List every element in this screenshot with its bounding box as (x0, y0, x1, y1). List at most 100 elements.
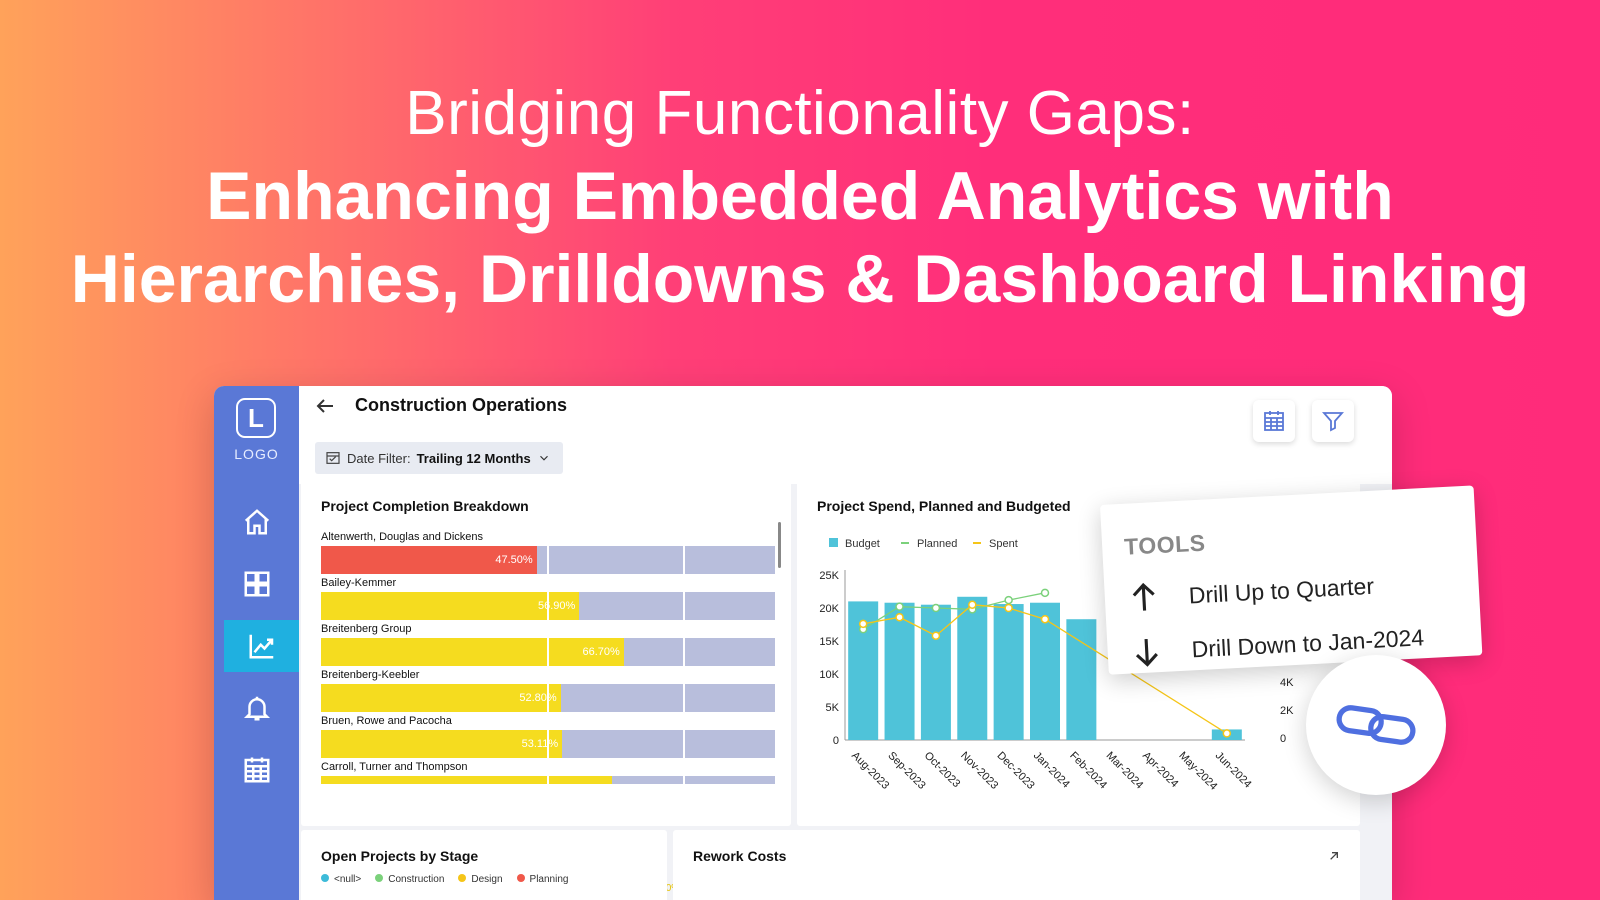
planned-line (862, 592, 1046, 630)
target-line (547, 546, 549, 574)
target-line (547, 638, 549, 666)
completion-bar (321, 592, 580, 620)
dashboard-icon (244, 571, 269, 597)
bell-icon (243, 696, 270, 721)
completion-bar-track: 47.50% (321, 546, 775, 574)
x-tick-label: Nov-2023 (958, 750, 1000, 792)
budget-bar (957, 596, 988, 740)
y-tick-label: 0 (833, 735, 839, 747)
target-line (683, 684, 686, 712)
spent-point (1222, 729, 1232, 738)
completion-bar (321, 776, 612, 784)
completion-row-name: Breitenberg Group (321, 623, 412, 635)
completion-card: Project Completion Breakdown Altenwerth,… (301, 480, 791, 896)
spend-title: Project Spend, Planned and Budgeted (817, 498, 1071, 514)
target-line (683, 638, 686, 666)
completion-bar-track: 56.90% (321, 592, 775, 620)
main-area: Construction Operations Date Filter: Tra… (299, 386, 1392, 900)
sidebar-item-notifications[interactable] (214, 682, 299, 734)
completion-scrollbar[interactable] (778, 522, 781, 568)
right-y-tick-label: 2K (1280, 705, 1294, 717)
completion-row[interactable]: Breitenberg Group 66.70% (321, 622, 775, 666)
rework-title: Rework Costs (693, 848, 787, 864)
stage-legend-item: Construction (375, 874, 444, 885)
completion-bar (321, 638, 624, 666)
page-title: Construction Operations (355, 395, 568, 415)
budget-bar (920, 604, 951, 740)
dashboard-link-button[interactable] (1306, 655, 1446, 795)
completion-bar-track: 52.80% (321, 684, 775, 712)
stage-title: Open Projects by Stage (321, 848, 479, 864)
completion-row[interactable]: Altenwerth, Douglas and Dickens 47.50% (321, 530, 775, 574)
stage-legend-item: Planning (516, 874, 569, 885)
legend-dot (458, 874, 467, 882)
drill-up-label: Drill Up to Quarter (1188, 572, 1375, 608)
spent-point (895, 612, 904, 622)
calendar-button[interactable] (1253, 400, 1295, 442)
legend-label: Planning (529, 874, 569, 885)
sidebar: L LOGO (214, 386, 299, 900)
hero-line-2: Enhancing Embedded Analytics with (206, 158, 1394, 234)
target-line (683, 546, 686, 574)
sidebar-item-analytics[interactable] (224, 620, 299, 672)
y-tick-label: 15K (819, 636, 839, 648)
date-filter-button[interactable]: Date Filter: Trailing 12 Months (315, 442, 563, 474)
back-arrow-icon[interactable] (313, 394, 337, 418)
spent-point (1040, 614, 1050, 624)
stage-legend-item: <null> (321, 874, 361, 885)
stage-card: Open Projects by Stage <null> Constructio… (301, 830, 667, 900)
y-tick-label: 20K (819, 603, 839, 615)
logo-icon: L (236, 398, 276, 438)
completion-row[interactable]: Bailey-Kemmer 56.90% (321, 576, 775, 620)
spend-chart: Budget Planned Spent 0 5K 10K 15K 20K 25K Aug-202… (819, 538, 1294, 793)
spent-point (931, 631, 941, 640)
rework-card: Rework Costs (673, 830, 1360, 900)
hero-line-3: Hierarchies, Drilldowns & Dashboard Link… (70, 241, 1530, 317)
completion-row[interactable]: Bruen, Rowe and Pacocha 53.11% (321, 714, 775, 758)
x-tick-label: Jan-2024 (1031, 750, 1072, 791)
target-line (547, 684, 549, 712)
right-y-tick-label: 0 (1280, 733, 1286, 745)
planned-point (1040, 588, 1050, 598)
x-tick-label: Dec-2023 (995, 750, 1037, 792)
completion-row[interactable]: Carroll, Turner and Thompson (321, 760, 775, 784)
completion-bar (321, 546, 537, 574)
chevron-down-icon (539, 455, 548, 461)
completion-bar-track (321, 776, 775, 784)
drill-down-item[interactable]: Drill Down to Jan-2024 (1129, 620, 1425, 669)
target-line (547, 730, 549, 758)
completion-bar-track: 66.70% (321, 638, 775, 666)
completion-title: Project Completion Breakdown (321, 498, 529, 514)
completion-bar-label: 66.70% (582, 646, 620, 658)
legend-label: Budget (845, 538, 880, 550)
planned-point (1004, 595, 1013, 605)
x-tick-label: May-2024 (1176, 750, 1219, 793)
y-tick-label: 25K (819, 570, 839, 582)
link-icon (1336, 705, 1416, 745)
completion-row[interactable]: Breitenberg-Keebler 52.80% (321, 668, 775, 712)
y-tick-label: 10K (819, 669, 839, 681)
completion-row-name: Breitenberg-Keebler (321, 669, 420, 681)
x-tick-label: Aug-2023 (849, 750, 891, 792)
x-tick-label: Apr-2024 (1140, 750, 1180, 790)
tools-menu: TOOLS Drill Up to Quarter Drill Down to … (1100, 485, 1483, 675)
x-tick-label: Mar-2024 (1104, 750, 1146, 792)
app-window: L LOGO Construction Operations Date Filt… (214, 386, 1392, 900)
drill-up-item[interactable]: Drill Up to Quarter (1126, 569, 1375, 616)
sidebar-item-home[interactable] (214, 496, 299, 548)
target-line (547, 776, 549, 784)
calendar-icon (244, 757, 269, 783)
completion-row-name: Altenwerth, Douglas and Dickens (321, 531, 484, 543)
x-tick-label: Feb-2024 (1067, 750, 1109, 792)
target-line (683, 730, 686, 758)
x-tick-label: Sep-2023 (885, 750, 927, 792)
target-line (547, 592, 549, 620)
sidebar-item-dashboards[interactable] (214, 558, 299, 610)
sidebar-item-calendar[interactable] (214, 744, 299, 796)
legend-swatch (829, 538, 838, 547)
filter-button[interactable] (1312, 400, 1354, 442)
completion-bar (321, 684, 561, 712)
legend-dot (375, 874, 384, 882)
expand-icon[interactable] (1326, 848, 1342, 864)
planned-point (895, 602, 904, 611)
